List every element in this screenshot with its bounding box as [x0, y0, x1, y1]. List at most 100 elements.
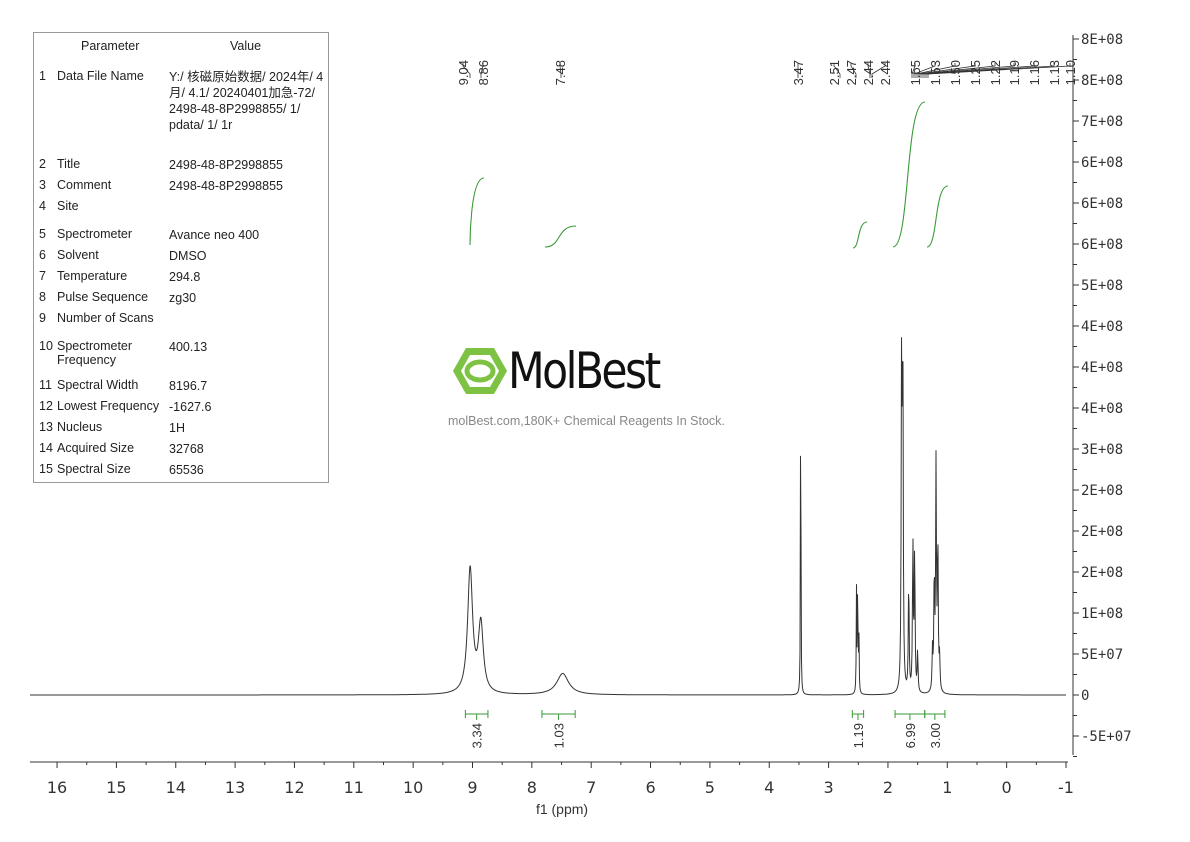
row-value: -1627.6: [169, 400, 212, 414]
row-value: 32768: [169, 442, 204, 456]
row-number: 7: [39, 269, 46, 283]
header-parameter: Parameter: [81, 39, 140, 53]
y-tick-label: 6E+08: [1081, 155, 1123, 171]
spectrum-line: [30, 337, 1066, 696]
x-tick-label: 12: [284, 778, 304, 797]
integral-curve: [926, 185, 949, 248]
row-value: Y:/ 核磁原始数据/ 2024年/ 4月/ 4.1/ 20240401加急-7…: [169, 70, 324, 132]
x-axis-label: f1 (ppm): [536, 801, 588, 817]
y-tick-label: 5E+07: [1081, 647, 1123, 663]
peak-label-leader: [913, 63, 936, 78]
integral-value: 3.00: [928, 723, 943, 748]
peak-label-leader: [462, 63, 471, 78]
row-value: 400.13: [169, 340, 208, 354]
peak-label: 8.86: [476, 60, 491, 85]
peak-label: 1.10: [1063, 60, 1078, 85]
row-number: 4: [39, 199, 46, 213]
peak-label-leader: [925, 63, 1055, 78]
x-tick-label: -1: [1058, 778, 1074, 797]
row-number: 6: [39, 248, 46, 262]
watermark-tagline: molBest.com,180K+ Chemical Reagents In S…: [448, 414, 725, 428]
integral-bracket: [851, 710, 865, 720]
row-value: zg30: [169, 291, 197, 305]
row-value: DMSO: [169, 249, 207, 263]
peak-label: 1.16: [1027, 60, 1042, 85]
peak-label-leader: [871, 63, 886, 78]
peak-label: 2.47: [844, 60, 859, 85]
row-parameter: Site: [57, 199, 79, 213]
row-parameter: Pulse Sequence: [57, 290, 149, 304]
peak-label-leader: [927, 63, 1071, 78]
y-tick-label: 3E+08: [1081, 442, 1123, 458]
peak-label-leader: [919, 63, 996, 78]
x-tick-label: 11: [344, 778, 364, 797]
row-parameter: Nucleus: [57, 420, 103, 434]
peak-label-leader: [850, 63, 857, 78]
y-tick-label: 1E+08: [1081, 606, 1123, 622]
row-parameter: Number of Scans: [57, 311, 154, 325]
y-tick-label: 4E+08: [1081, 401, 1123, 417]
row-number: 12: [39, 399, 53, 413]
row-parameter: Title: [57, 157, 81, 171]
integral-curve: [852, 221, 868, 249]
peak-label-leader: [921, 63, 1015, 78]
row-value: 8196.7: [169, 379, 208, 393]
row-number: 9: [39, 311, 46, 325]
row-number: 15: [39, 462, 53, 476]
peak-label-leader: [911, 63, 916, 78]
row-parameter: Solvent: [57, 248, 99, 262]
brand-name: MolBest: [508, 342, 661, 400]
row-number: 11: [39, 378, 52, 392]
peak-label: 1.19: [1007, 60, 1022, 85]
integral-bracket: [464, 710, 489, 720]
row-parameter: Spectral Width: [57, 378, 139, 392]
peak-label: 9.04: [456, 60, 471, 85]
x-tick-label: 5: [705, 778, 715, 797]
y-tick-label: 8E+08: [1081, 32, 1123, 48]
row-parameter: Spectrometer: [57, 227, 133, 241]
peak-label-leader: [915, 63, 956, 78]
integral-value: 1.03: [552, 723, 567, 748]
x-tick-label: 2: [883, 778, 893, 797]
row-value: 2498-48-8P2998855: [169, 158, 283, 172]
integral-curve: [469, 177, 485, 246]
row-value: 294.8: [169, 270, 201, 284]
peak-label: 1.55: [908, 60, 923, 85]
integral-bracket: [541, 710, 576, 720]
x-tick-label: 8: [527, 778, 537, 797]
row-number: 14: [39, 441, 53, 455]
molbest-logo: MolBest: [452, 342, 685, 400]
y-tick-label: 7E+08: [1081, 114, 1123, 130]
integral-value: 3.34: [470, 723, 485, 748]
row-parameter: Spectrometer Frequency: [57, 339, 133, 367]
header-value: Value: [230, 39, 262, 53]
benzene-logo-icon: [453, 348, 507, 394]
peak-label: 1.13: [1047, 60, 1062, 85]
row-number: 13: [39, 420, 53, 434]
x-tick-label: 14: [166, 778, 186, 797]
y-tick-label: 6E+08: [1081, 196, 1123, 212]
peak-label-leader: [867, 63, 871, 78]
y-tick-label: 4E+08: [1081, 360, 1123, 376]
parameter-table: Parameter Value 1 Data File Name Y:/ 核磁原始数…: [33, 32, 329, 483]
y-tick-label: 2E+08: [1081, 483, 1123, 499]
row-parameter: Lowest Frequency: [57, 399, 160, 413]
peak-label-leader: [917, 63, 976, 78]
y-tick-label: 4E+08: [1081, 319, 1123, 335]
row-number: 1: [39, 69, 46, 83]
row-value: 1H: [169, 421, 185, 435]
x-tick-label: 1: [942, 778, 952, 797]
peak-label-leader: [923, 63, 1035, 78]
peak-label-leader: [480, 63, 484, 78]
peak-label-leader: [833, 63, 841, 78]
row-parameter: Comment: [57, 178, 112, 192]
integral-bracket: [894, 710, 926, 720]
row-value: Avance neo 400: [169, 228, 260, 242]
peak-label: 2.44: [861, 60, 876, 85]
row-number: 2: [39, 157, 46, 171]
row-parameter: Acquired Size: [57, 441, 135, 455]
integral-value: 6.99: [903, 723, 918, 748]
integral-curve: [892, 101, 926, 248]
y-tick-label: 0: [1081, 688, 1089, 704]
